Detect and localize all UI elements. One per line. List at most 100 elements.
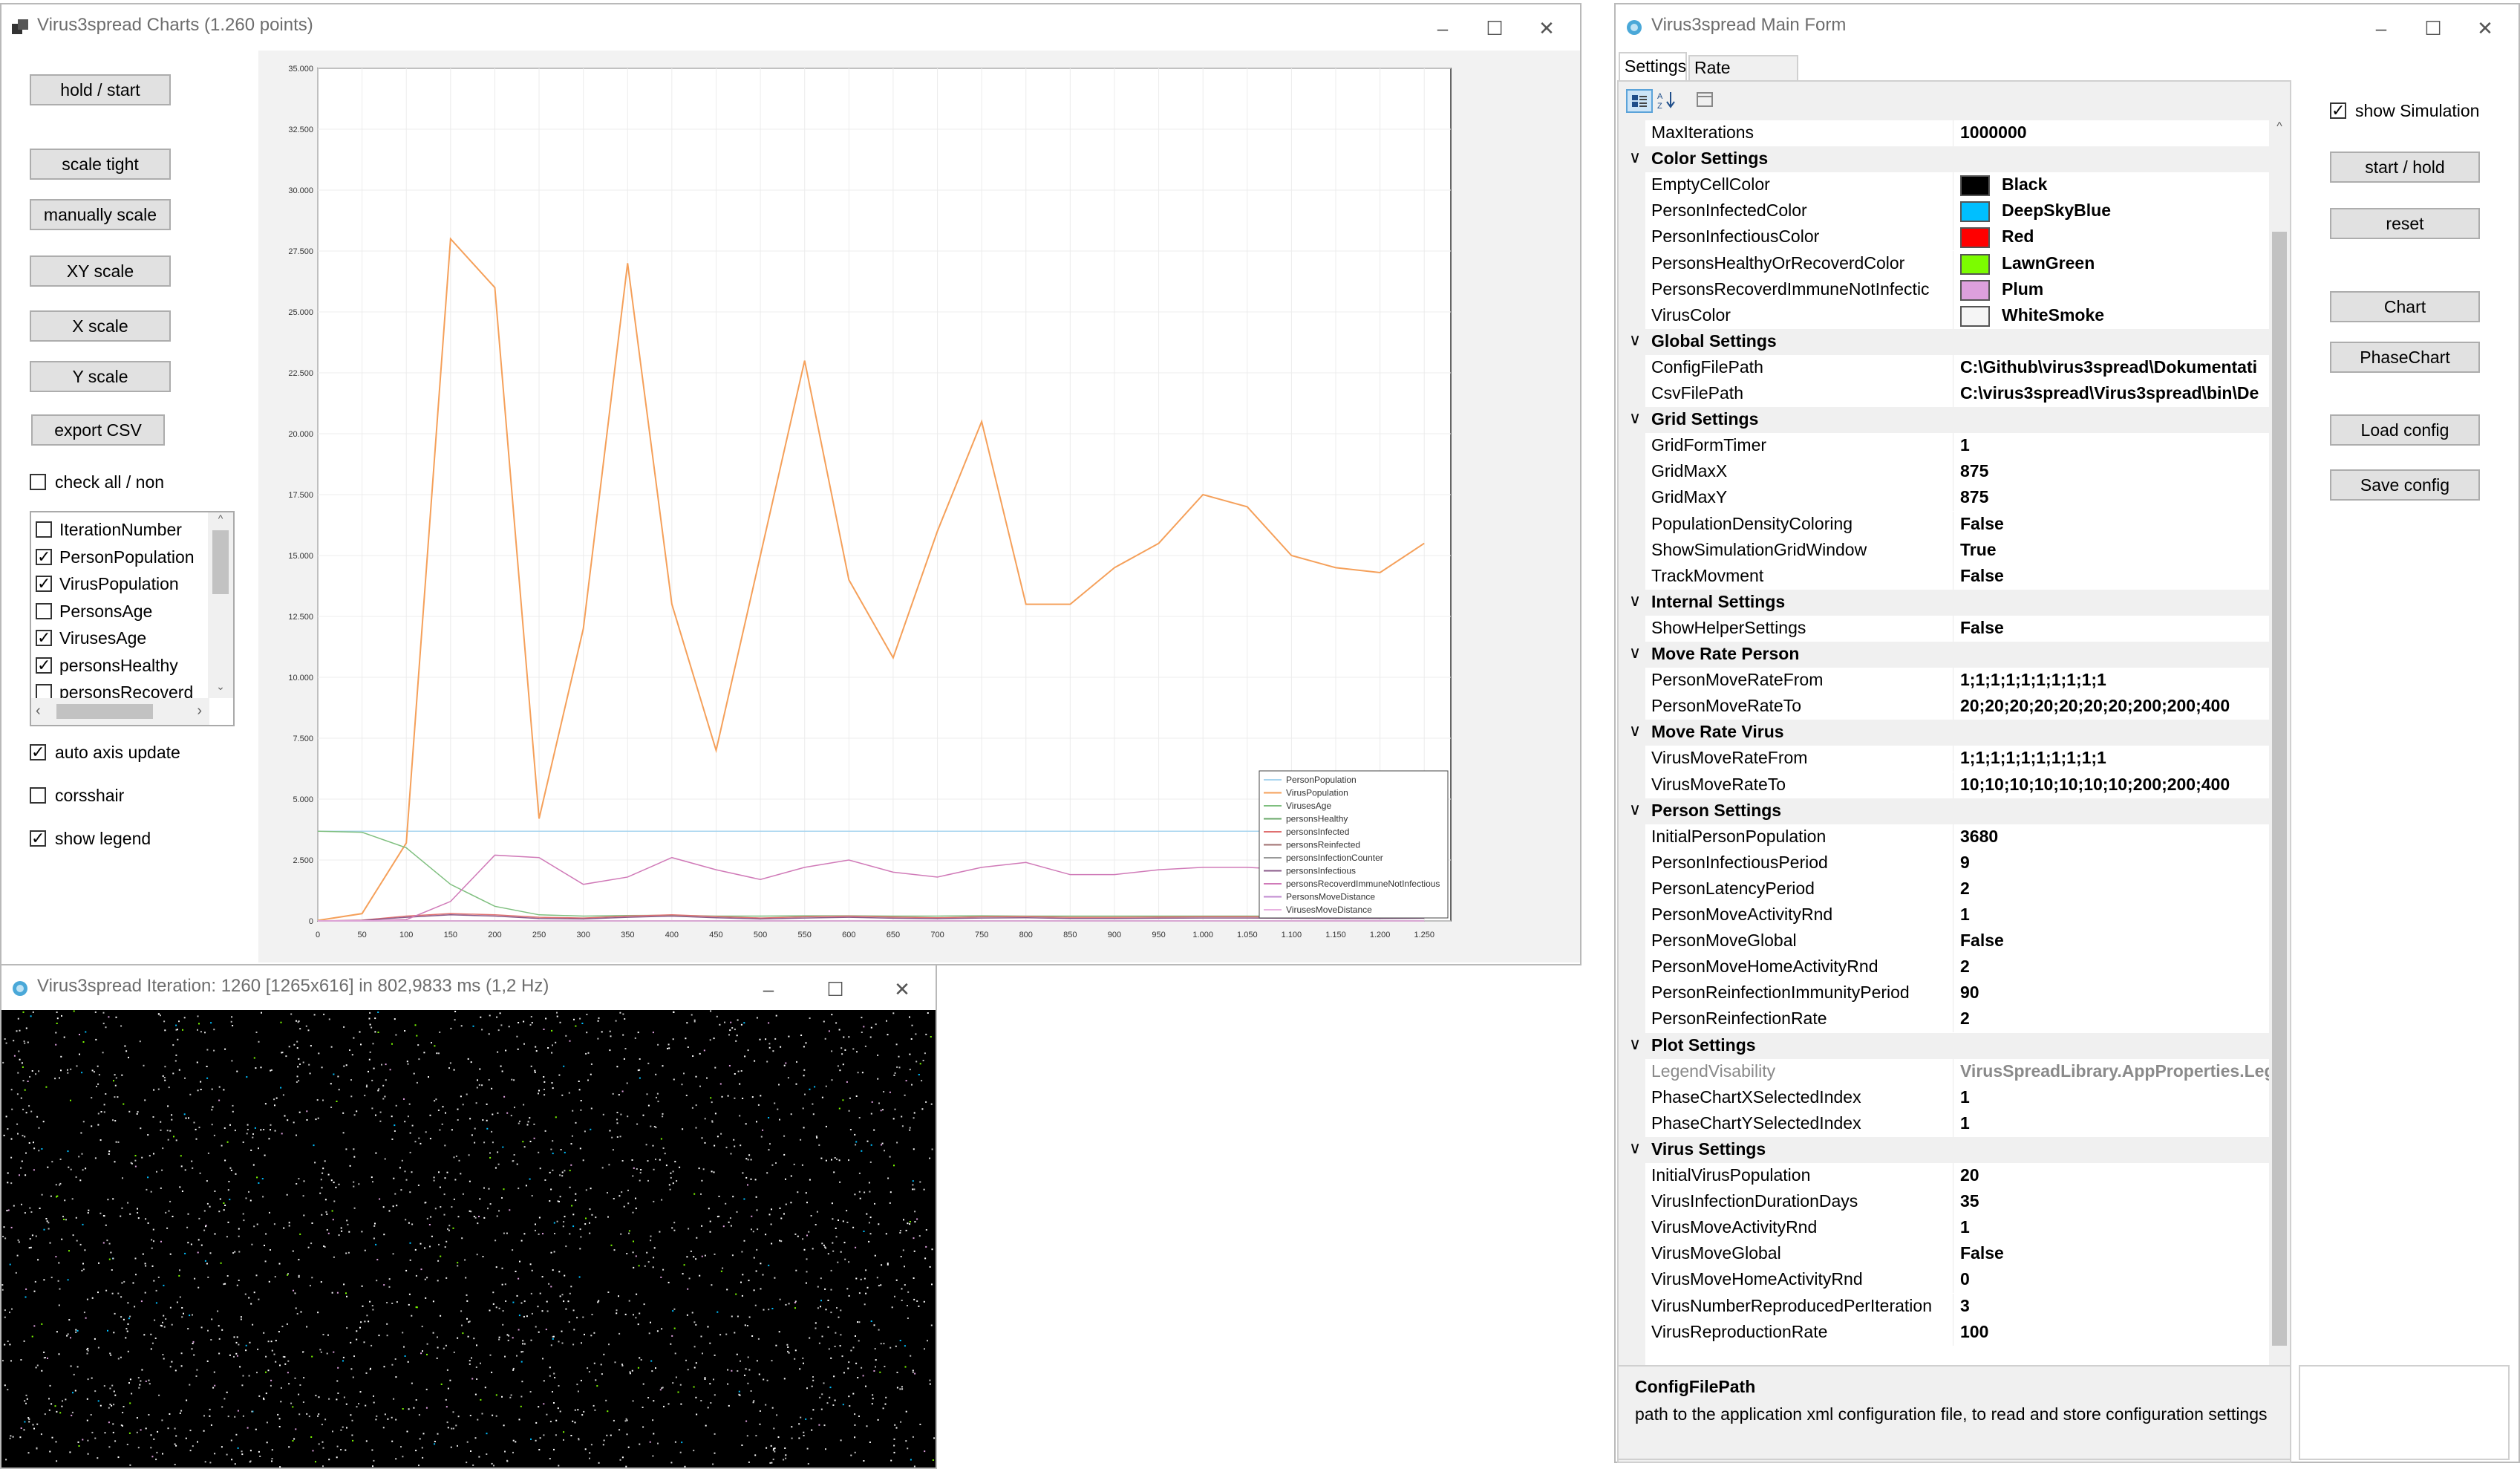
property-row[interactable]: PersonsRecoverdImmuneNotInfectic Plum [1619, 276, 2271, 303]
property-row[interactable]: PersonReinfectionImmunityPeriod 90 [1619, 980, 2271, 1007]
load-config-button[interactable]: Load config [2330, 414, 2480, 446]
property-value[interactable]: Red [2002, 227, 2034, 247]
property-row[interactable]: PersonMoveGlobal False [1619, 928, 2271, 955]
corsshair-checkbox[interactable] [30, 787, 46, 804]
property-value[interactable]: False [1960, 1243, 2004, 1263]
line-chart[interactable]: 02.5005.0007.50010.00012.50015.00017.500… [258, 51, 1580, 962]
property-value[interactable]: 2 [1960, 878, 1970, 898]
property-value[interactable]: 1 [1960, 1113, 1970, 1133]
property-value[interactable]: 20 [1960, 1165, 1979, 1185]
property-value[interactable]: LawnGreen [2002, 253, 2095, 273]
property-row[interactable]: VirusMoveActivityRnd 1 [1619, 1215, 2271, 1242]
simulation-grid-canvas[interactable] [1, 1010, 936, 1468]
property-row[interactable]: ShowSimulationGridWindow True [1619, 537, 2271, 564]
series-list-item[interactable]: ✓ VirusPopulation [36, 571, 206, 596]
simulation-window-titlebar[interactable]: Virus3spread Iteration: 1260 [1265x616] … [1, 965, 936, 1012]
hold-start-button[interactable]: hold / start [30, 74, 171, 105]
chevron-down-icon[interactable]: ∨ [1629, 408, 1642, 428]
property-category[interactable]: ∨ Move Rate Person [1619, 642, 2271, 668]
property-row[interactable]: GridMaxX 875 [1619, 459, 2271, 486]
chevron-down-icon[interactable]: ∨ [1629, 643, 1642, 662]
export-csv-button[interactable]: export CSV [31, 414, 165, 446]
property-value[interactable]: 10;10;10;10;10;10;10;200;200;400 [1960, 774, 2230, 794]
property-category[interactable]: ∨ Color Settings [1619, 146, 2271, 173]
main-form-titlebar[interactable]: Virus3spread Main Form – ☐ ✕ [1616, 4, 2519, 52]
xy-scale-button[interactable]: XY scale [30, 255, 171, 287]
property-value[interactable]: 9 [1960, 852, 1970, 872]
property-category[interactable]: ∨ Internal Settings [1619, 589, 2271, 616]
show-legend-checkbox[interactable]: ✓ [30, 829, 46, 847]
minimize-icon[interactable]: – [1437, 17, 1449, 39]
maximize-icon[interactable]: ☐ [2424, 17, 2442, 39]
property-row[interactable]: PersonReinfectionRate 2 [1619, 1006, 2271, 1033]
y-scale-button[interactable]: Y scale [30, 361, 171, 392]
property-value[interactable]: 875 [1960, 461, 1989, 481]
series-list-item[interactable]: ✓ PersonPopulation [36, 544, 206, 570]
series-list-item[interactable]: IterationNumber [36, 517, 206, 542]
property-row[interactable]: GridMaxY 875 [1619, 485, 2271, 512]
chevron-down-icon[interactable]: ∨ [1629, 330, 1642, 349]
x-scale-button[interactable]: X scale [30, 310, 171, 342]
chevron-down-icon[interactable]: ∨ [1629, 148, 1642, 167]
property-value[interactable]: Plum [2002, 279, 2044, 299]
property-value[interactable]: 2 [1960, 1009, 1970, 1029]
property-value[interactable]: False [1960, 513, 2004, 533]
property-row[interactable]: VirusColor WhiteSmoke [1619, 302, 2271, 329]
property-value[interactable]: 1 [1960, 1217, 1970, 1237]
property-grid-scrollbar[interactable]: ^ ⌄ [2269, 120, 2290, 1450]
reset-button[interactable]: reset [2330, 208, 2480, 239]
property-value[interactable]: WhiteSmoke [2002, 304, 2105, 325]
property-row[interactable]: VirusMoveRateTo 10;10;10;10;10;10;10;200;… [1619, 772, 2271, 798]
property-row[interactable]: EmptyCellColor Black [1619, 172, 2271, 199]
property-value[interactable]: VirusSpreadLibrary.AppProperties.Leg [1960, 1061, 2271, 1081]
series-checkbox[interactable]: ✓ [36, 574, 52, 593]
series-list-item[interactable]: ✓ VirusesAge [36, 625, 206, 651]
property-row[interactable]: InitialPersonPopulation 3680 [1619, 824, 2271, 850]
property-value[interactable]: DeepSkyBlue [2002, 201, 2112, 221]
property-value[interactable]: 875 [1960, 487, 1989, 507]
property-row[interactable]: PersonMoveRateFrom 1;1;1;1;1;1;1;1;1;1 [1619, 668, 2271, 694]
property-row[interactable]: PopulationDensityColoring False [1619, 511, 2271, 538]
property-pages-button[interactable] [1693, 89, 1720, 113]
property-row[interactable]: CsvFilePath C:\virus3spread\Virus3spread\… [1619, 381, 2271, 407]
scroll-thumb[interactable] [2272, 232, 2287, 1346]
chevron-down-icon[interactable]: ∨ [1629, 1138, 1642, 1157]
property-value[interactable]: False [1960, 931, 2004, 951]
scroll-right-icon[interactable]: › [197, 703, 202, 719]
property-value[interactable]: 1 [1960, 1087, 1970, 1107]
scroll-left-icon[interactable]: ‹ [36, 703, 41, 719]
property-row[interactable]: PersonMoveHomeActivityRnd 2 [1619, 954, 2271, 981]
series-checkbox[interactable]: ✓ [36, 655, 52, 674]
property-row[interactable]: PersonLatencyPeriod 2 [1619, 876, 2271, 902]
property-value[interactable]: C:\virus3spread\Virus3spread\bin\De [1960, 383, 2259, 403]
property-row[interactable]: PersonInfectedColor DeepSkyBlue [1619, 198, 2271, 225]
property-row[interactable]: MaxIterations 1000000 [1619, 120, 2271, 146]
property-category[interactable]: ∨ Person Settings [1619, 798, 2271, 824]
property-value[interactable]: 20;20;20;20;20;20;20;200;200;400 [1960, 696, 2230, 716]
property-value[interactable]: 1;1;1;1;1;1;1;1;1;1 [1960, 670, 2106, 690]
property-value[interactable]: False [1960, 617, 2004, 637]
chevron-down-icon[interactable]: ∨ [1629, 590, 1642, 610]
property-category[interactable]: ∨ Plot Settings [1619, 1032, 2271, 1059]
property-category[interactable]: ∨ Grid Settings [1619, 407, 2271, 434]
hscroll-thumb[interactable] [56, 704, 153, 719]
series-list-hscrollbar[interactable]: ‹ › [31, 698, 209, 725]
chart-button[interactable]: Chart [2330, 291, 2480, 322]
phasechart-button[interactable]: PhaseChart [2330, 342, 2480, 373]
property-row[interactable]: VirusMoveGlobal False [1619, 1241, 2271, 1268]
property-row[interactable]: VirusInfectionDurationDays 35 [1619, 1189, 2271, 1216]
series-checkbox[interactable] [36, 602, 52, 619]
scroll-up-icon[interactable]: ^ [218, 512, 223, 524]
series-checklist[interactable]: IterationNumber ✓ PersonPopulation ✓ VirusPo… [30, 511, 235, 726]
series-checkbox[interactable]: ✓ [36, 547, 52, 566]
series-list-item[interactable]: PersonsAge [36, 599, 206, 624]
property-row[interactable]: PersonInfectiousColor Red [1619, 224, 2271, 251]
manually-scale-button[interactable]: manually scale [30, 199, 171, 230]
property-row[interactable]: PersonMoveActivityRnd 1 [1619, 902, 2271, 928]
property-value[interactable]: 1 [1960, 435, 1970, 455]
property-value[interactable]: 3 [1960, 1295, 1970, 1315]
property-row[interactable]: ConfigFilePath C:\Github\virus3spread\Dok… [1619, 354, 2271, 381]
property-row[interactable]: InitialVirusPopulation 20 [1619, 1163, 2271, 1189]
property-row[interactable]: PhaseChartXSelectedIndex 1 [1619, 1084, 2271, 1111]
